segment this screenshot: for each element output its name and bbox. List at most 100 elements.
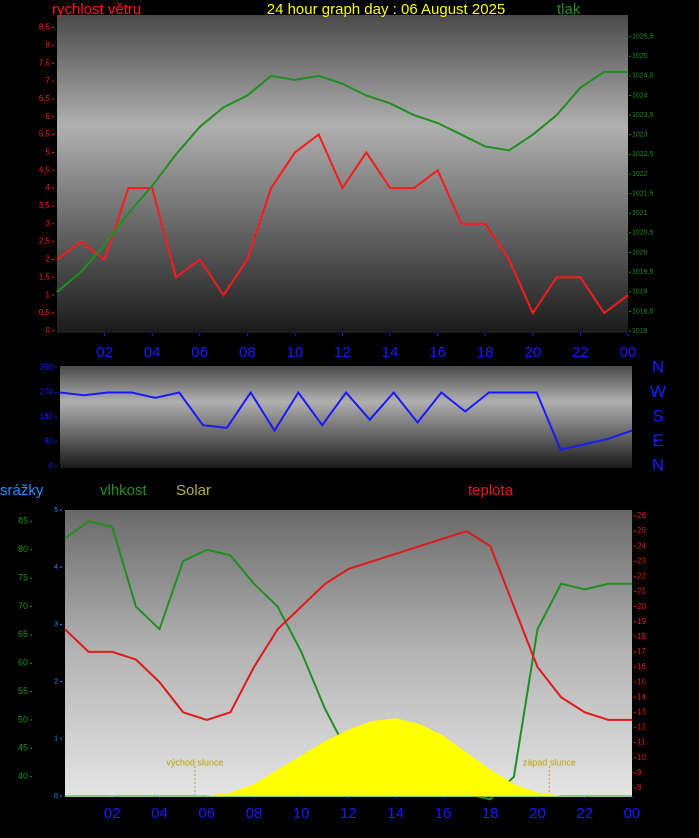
y2-tick-label: E bbox=[652, 431, 663, 450]
y-tick-label: 45 bbox=[18, 743, 28, 753]
y2-tick-label: 18 bbox=[637, 632, 646, 641]
x-tick-label: 04 bbox=[144, 344, 161, 361]
y3-tick-label: 4 bbox=[54, 564, 58, 571]
series-line bbox=[59, 390, 633, 451]
y2-tick-label: 1020 bbox=[632, 249, 648, 256]
x-tick-label: 02 bbox=[104, 805, 121, 822]
y2-tick-label: 1018,5 bbox=[632, 308, 654, 315]
y-tick-label: 270 bbox=[40, 388, 54, 397]
y2-tick-label: 11 bbox=[637, 738, 646, 747]
y-tick-label: 90 bbox=[44, 437, 53, 446]
y-tick-label: 60 bbox=[18, 658, 28, 668]
y-tick-label: 1,5 bbox=[39, 272, 51, 281]
series-line bbox=[56, 70, 628, 293]
y-tick-label: 0 bbox=[49, 461, 54, 470]
x-tick-label: 08 bbox=[239, 344, 256, 361]
y-tick-label: 50 bbox=[18, 714, 28, 724]
y-tick-label: 40 bbox=[18, 771, 28, 781]
y-tick-label: 4 bbox=[46, 183, 51, 192]
y-tick-label: 0,5 bbox=[39, 308, 51, 317]
legend-label: srážky bbox=[0, 482, 44, 499]
y2-tick-label: 1025 bbox=[632, 53, 648, 60]
y-tick-label: 180 bbox=[40, 412, 54, 421]
y2-tick-label: 13 bbox=[637, 707, 646, 716]
x-tick-label: 20 bbox=[529, 805, 546, 822]
y-tick-label: 6,5 bbox=[39, 94, 51, 103]
y-tick-label: 7 bbox=[46, 76, 51, 85]
annotation: východ slunce bbox=[166, 757, 223, 767]
x-tick-label: 18 bbox=[482, 805, 499, 822]
area bbox=[65, 718, 632, 797]
x-tick-label: 16 bbox=[429, 344, 446, 361]
y2-tick-label: 1024 bbox=[632, 92, 648, 99]
y2-tick-label: S bbox=[652, 406, 663, 425]
y-tick-label: 0 bbox=[46, 326, 51, 335]
legend-label: rychlost větru bbox=[52, 1, 141, 18]
x-tick-label: 06 bbox=[198, 805, 215, 822]
legend-label: vlhkost bbox=[100, 482, 148, 499]
chart-title: 24 hour graph day : 06 August 2025 bbox=[267, 1, 506, 18]
y2-tick-label: 1021,5 bbox=[632, 190, 654, 197]
y2-tick-label: 14 bbox=[637, 692, 646, 701]
y2-tick-label: 20 bbox=[637, 602, 646, 611]
series-line bbox=[64, 530, 632, 721]
y-tick-label: 5 bbox=[46, 148, 51, 157]
y2-tick-label: 12 bbox=[637, 723, 646, 732]
y2-tick-label: 1021 bbox=[632, 210, 648, 217]
y-tick-label: 6 bbox=[46, 112, 51, 121]
y2-tick-label: 23 bbox=[637, 556, 646, 565]
series-line bbox=[56, 133, 629, 316]
y2-tick-label: 1020,5 bbox=[632, 230, 654, 237]
y2-tick-label: 22 bbox=[637, 572, 646, 581]
x-tick-label: 02 bbox=[96, 344, 113, 361]
y2-tick-label: 1024,5 bbox=[632, 73, 654, 80]
y-tick-label: 3,5 bbox=[39, 201, 51, 210]
x-tick-label: 16 bbox=[435, 805, 452, 822]
x-tick-label: 06 bbox=[191, 344, 208, 361]
y-tick-label: 5,5 bbox=[39, 130, 51, 139]
y3-tick-label: 1 bbox=[54, 736, 58, 743]
y2-tick-label: 10 bbox=[637, 753, 646, 762]
y-tick-label: 4,5 bbox=[39, 165, 51, 174]
x-tick-label: 20 bbox=[524, 344, 541, 361]
y-tick-label: 1 bbox=[46, 290, 51, 299]
legend-label: Solar bbox=[176, 482, 211, 499]
y2-tick-label: 15 bbox=[637, 677, 646, 686]
x-tick-label: 14 bbox=[387, 805, 404, 822]
y-tick-label: 65 bbox=[18, 629, 28, 639]
y-tick-label: 55 bbox=[18, 686, 28, 696]
y2-tick-label: 8 bbox=[637, 783, 642, 792]
y-tick-label: 70 bbox=[18, 601, 28, 611]
y-tick-label: 85 bbox=[18, 516, 28, 526]
y2-tick-label: N bbox=[652, 456, 664, 475]
x-tick-label: 10 bbox=[287, 344, 304, 361]
y2-tick-label: 1019,5 bbox=[632, 269, 654, 276]
x-tick-label: 00 bbox=[620, 344, 637, 361]
x-tick-label: 14 bbox=[382, 344, 399, 361]
y-tick-label: 2 bbox=[46, 255, 51, 264]
annotation: západ slunce bbox=[523, 757, 576, 767]
y-tick-label: 360 bbox=[40, 363, 54, 372]
plot-area bbox=[57, 15, 628, 333]
y3-tick-label: 2 bbox=[54, 678, 58, 685]
y2-tick-label: 17 bbox=[637, 647, 646, 656]
y3-tick-label: 3 bbox=[54, 621, 58, 628]
x-tick-label: 22 bbox=[572, 344, 589, 361]
x-tick-label: 22 bbox=[576, 805, 593, 822]
y2-tick-label: 26 bbox=[637, 511, 646, 520]
y2-tick-label: 24 bbox=[637, 541, 646, 550]
x-tick-label: 18 bbox=[477, 344, 494, 361]
x-tick-label: 00 bbox=[624, 805, 641, 822]
y2-tick-label: 1023,5 bbox=[632, 112, 654, 119]
y3-tick-label: 5 bbox=[54, 507, 58, 514]
legend-label: tlak bbox=[557, 1, 581, 18]
y2-tick-label: 1019 bbox=[632, 289, 648, 296]
y2-tick-label: 1025,5 bbox=[632, 33, 654, 40]
plot-area bbox=[60, 366, 632, 468]
y-tick-label: 7,5 bbox=[39, 58, 51, 67]
x-tick-label: 12 bbox=[334, 344, 351, 361]
y2-tick-label: 1022 bbox=[632, 171, 648, 178]
y2-tick-label: 9 bbox=[637, 768, 642, 777]
y2-tick-label: 16 bbox=[637, 662, 646, 671]
